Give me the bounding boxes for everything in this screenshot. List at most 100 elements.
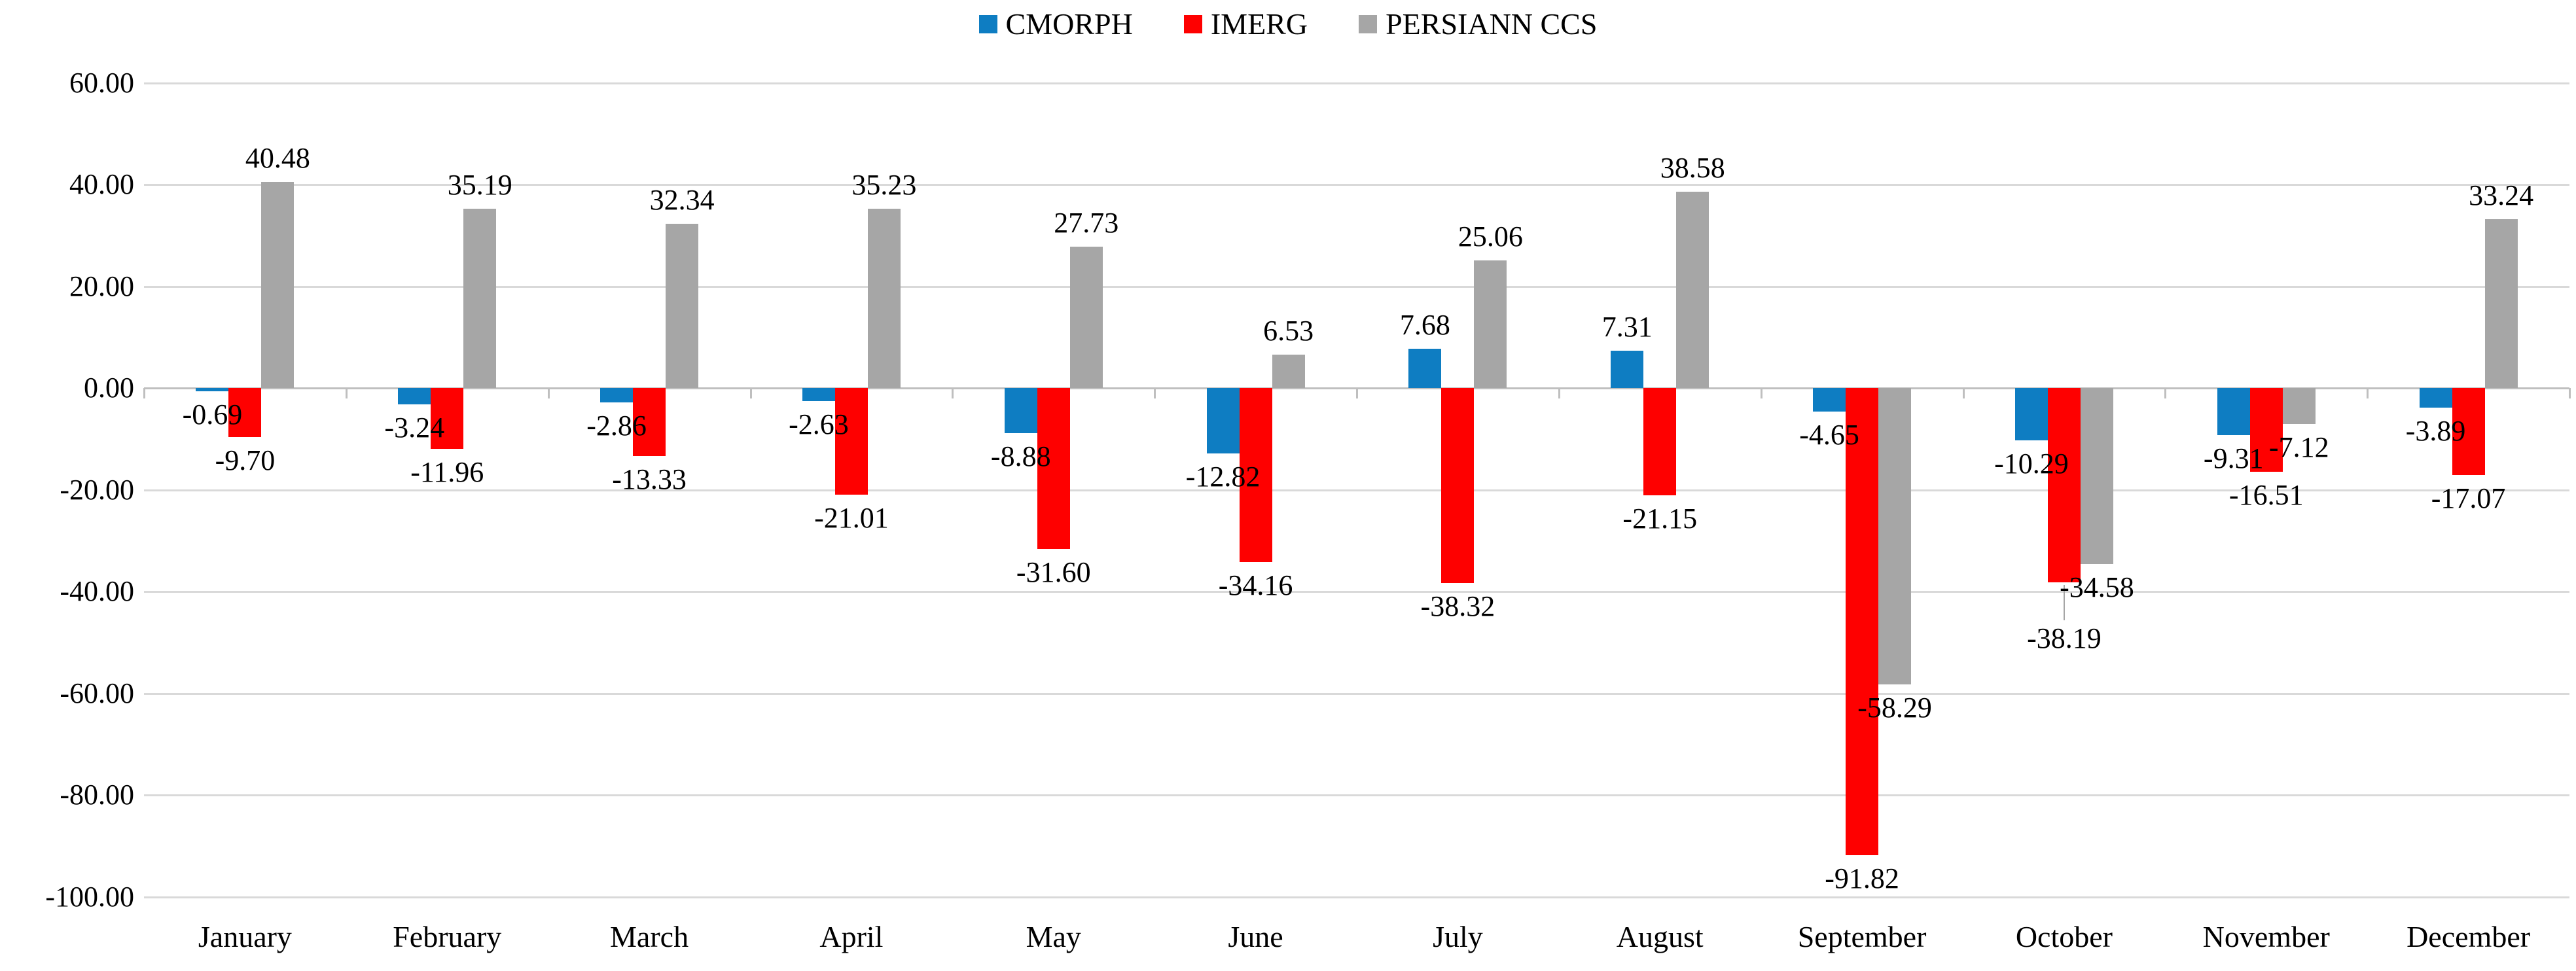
bar-imerg-january (228, 388, 262, 438)
data-label-persiann-ccs-may: 27.73 (1054, 207, 1119, 239)
data-label-imerg-august: -21.15 (1622, 503, 1698, 535)
label-leader-line (2063, 584, 2065, 620)
data-label-persiann-ccs-july: 25.06 (1458, 221, 1523, 253)
bar-persiann-ccs-february (463, 209, 497, 388)
gridline (144, 794, 2569, 796)
data-label-persiann-ccs-january: 40.48 (245, 142, 310, 175)
bar-cmorph-august (1611, 351, 1644, 388)
bar-persiann-ccs-april (867, 209, 901, 388)
legend-label: CMORPH (1005, 7, 1133, 41)
bar-persiann-ccs-december (2484, 219, 2518, 388)
data-label-imerg-may: -31.60 (1016, 556, 1091, 588)
category-axis-tick (2164, 388, 2167, 398)
data-label-persiann-ccs-april: 35.23 (851, 169, 917, 202)
bar-persiann-ccs-august (1676, 192, 1709, 388)
bar-imerg-june (1239, 388, 1272, 562)
bar-imerg-march (633, 388, 666, 456)
bar-cmorph-april (802, 388, 835, 402)
bar-persiann-ccs-july (1474, 260, 1507, 388)
month-label-november: November (2202, 920, 2330, 953)
gridline (144, 82, 2569, 84)
category-axis-tick (143, 388, 145, 398)
gridline (144, 285, 2569, 288)
bar-cmorph-february (398, 388, 431, 405)
month-label-january: January (198, 920, 292, 953)
month-label-march: March (610, 920, 689, 953)
month-label-february: February (393, 920, 502, 953)
data-label-imerg-march: -13.33 (612, 463, 687, 495)
data-label-persiann-ccs-october: -34.58 (2060, 571, 2134, 603)
y-tick-label: -20.00 (60, 473, 134, 506)
data-label-imerg-december: -17.07 (2431, 482, 2506, 514)
bar-imerg-may (1037, 388, 1070, 549)
data-label-cmorph-may: -8.88 (990, 440, 1051, 473)
y-tick-label: -80.00 (60, 779, 134, 811)
data-label-persiann-ccs-february: 35.19 (447, 169, 512, 202)
category-axis-tick (547, 388, 550, 398)
data-label-persiann-ccs-november: -7.12 (2268, 431, 2329, 464)
y-tick-label: 60.00 (69, 66, 134, 99)
bar-persiann-ccs-november (2282, 388, 2316, 425)
bar-cmorph-july (1408, 349, 1442, 388)
chart-legend: CMORPH IMERG PERSIANN CCS (0, 9, 2576, 39)
month-label-october: October (2015, 920, 2113, 953)
legend-label: PERSIANN CCS (1386, 7, 1598, 41)
month-label-july: July (1433, 920, 1483, 953)
data-label-imerg-january: -9.70 (215, 444, 276, 477)
month-label-april: April (819, 920, 884, 953)
bar-imerg-april (834, 388, 868, 495)
y-tick-label: -100.00 (45, 880, 134, 913)
legend-label: IMERG (1210, 7, 1308, 41)
category-axis-tick (1558, 388, 1560, 398)
bar-persiann-ccs-march (666, 223, 699, 388)
category-axis-tick (1154, 388, 1156, 398)
legend-swatch-icon (978, 15, 997, 33)
y-tick-label: 20.00 (69, 270, 134, 302)
bar-persiann-ccs-may (1069, 247, 1103, 388)
legend-swatch-icon (1359, 15, 1378, 33)
data-label-cmorph-january: -0.69 (182, 398, 243, 431)
bar-cmorph-march (600, 388, 634, 403)
data-label-cmorph-april: -2.63 (789, 408, 849, 441)
bar-imerg-february (431, 388, 464, 449)
data-label-imerg-february: -11.96 (410, 455, 484, 488)
gridline (144, 184, 2569, 186)
bar-persiann-ccs-january (261, 182, 295, 388)
category-axis-tick (749, 388, 752, 398)
month-label-december: December (2406, 920, 2531, 953)
data-label-persiann-ccs-march: 32.34 (649, 183, 715, 216)
month-label-may: May (1026, 920, 1081, 953)
data-label-cmorph-july: 7.68 (1399, 309, 1450, 342)
legend-swatch-icon (1183, 15, 1202, 33)
data-label-imerg-october: -38.19 (2027, 622, 2102, 654)
category-axis-tick (2367, 388, 2369, 398)
y-tick-label: 40.00 (69, 168, 134, 200)
category-axis-tick (345, 388, 348, 398)
gridline (144, 692, 2569, 695)
category-axis-tick (952, 388, 954, 398)
gridline (144, 591, 2569, 593)
bar-cmorph-november (2217, 388, 2250, 436)
bar-cmorph-september (1813, 388, 1846, 412)
bar-cmorph-december (2419, 388, 2452, 408)
month-label-august: August (1616, 920, 1704, 953)
bar-cmorph-january (196, 388, 229, 392)
data-label-cmorph-august: 7.31 (1601, 311, 1653, 344)
data-label-imerg-september: -91.82 (1825, 862, 1899, 894)
y-tick-label: -40.00 (60, 575, 134, 607)
category-axis-tick (1356, 388, 1358, 398)
data-label-imerg-april: -21.01 (814, 502, 889, 535)
data-label-imerg-november: -16.51 (2228, 479, 2304, 512)
bar-cmorph-may (1004, 388, 1037, 434)
data-label-persiann-ccs-september: -58.29 (1857, 692, 1932, 724)
data-label-persiann-ccs-december: 33.24 (2469, 179, 2534, 211)
data-label-persiann-ccs-june: 6.53 (1263, 315, 1314, 347)
data-label-cmorph-november: -9.31 (2203, 442, 2264, 475)
data-label-cmorph-june: -12.82 (1185, 460, 1261, 493)
category-axis-tick (1962, 388, 1965, 398)
data-label-cmorph-september: -4.65 (1799, 419, 1859, 451)
bar-persiann-ccs-october (2080, 388, 2113, 564)
bar-cmorph-october (2014, 388, 2048, 440)
data-label-cmorph-december: -3.89 (2405, 415, 2466, 448)
